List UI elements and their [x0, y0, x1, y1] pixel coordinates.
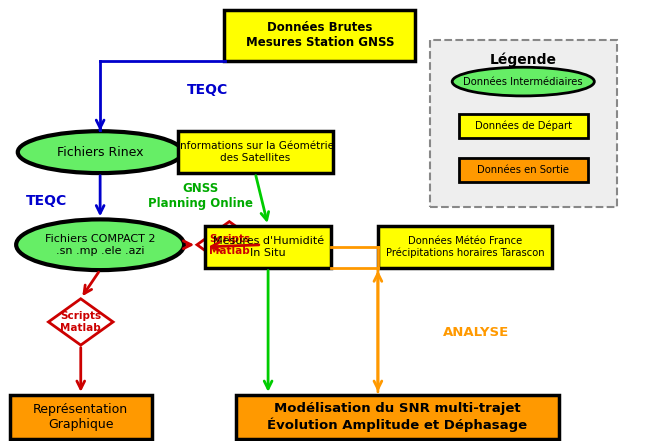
- Polygon shape: [48, 299, 113, 345]
- FancyBboxPatch shape: [225, 10, 415, 60]
- Polygon shape: [197, 221, 262, 268]
- Text: Informations sur la Géométrie
des Satellites: Informations sur la Géométrie des Satell…: [176, 142, 334, 163]
- FancyBboxPatch shape: [378, 226, 552, 268]
- Text: Légende: Légende: [490, 52, 557, 67]
- Text: Fichiers Rinex: Fichiers Rinex: [57, 146, 143, 159]
- Ellipse shape: [18, 131, 183, 173]
- FancyBboxPatch shape: [459, 113, 588, 138]
- Text: Données Météo France
Précipitations horaires Tarascon: Données Météo France Précipitations hora…: [386, 236, 545, 258]
- Text: TEQC: TEQC: [187, 83, 229, 97]
- Text: Fichiers COMPACT 2
.sn .mp .ele .azi: Fichiers COMPACT 2 .sn .mp .ele .azi: [45, 234, 156, 255]
- Text: TEQC: TEQC: [26, 194, 67, 208]
- FancyBboxPatch shape: [178, 131, 333, 173]
- FancyBboxPatch shape: [205, 226, 331, 268]
- FancyBboxPatch shape: [236, 395, 559, 439]
- Text: ANALYSE: ANALYSE: [443, 326, 509, 340]
- Text: Représentation
Graphique: Représentation Graphique: [33, 403, 129, 431]
- Text: Mesures d'Humidité
In Situ: Mesures d'Humidité In Situ: [213, 236, 324, 258]
- Text: Données en Sortie: Données en Sortie: [477, 165, 569, 175]
- Ellipse shape: [452, 67, 594, 96]
- Text: Modélisation du SNR multi-trajet
Évolution Amplitude et Déphasage: Modélisation du SNR multi-trajet Évoluti…: [267, 402, 527, 432]
- FancyBboxPatch shape: [10, 395, 152, 439]
- Text: GNSS
Planning Online: GNSS Planning Online: [148, 182, 253, 210]
- Text: Données Intermédiaires: Données Intermédiaires: [463, 77, 583, 86]
- FancyBboxPatch shape: [430, 40, 617, 207]
- Text: Scripts
Matlab: Scripts Matlab: [60, 311, 101, 333]
- Text: Données Brutes
Mesures Station GNSS: Données Brutes Mesures Station GNSS: [245, 21, 394, 49]
- Text: Scripts
Matlab: Scripts Matlab: [209, 234, 250, 255]
- Ellipse shape: [16, 219, 184, 270]
- Text: Données de Départ: Données de Départ: [475, 120, 572, 131]
- FancyBboxPatch shape: [459, 157, 588, 182]
